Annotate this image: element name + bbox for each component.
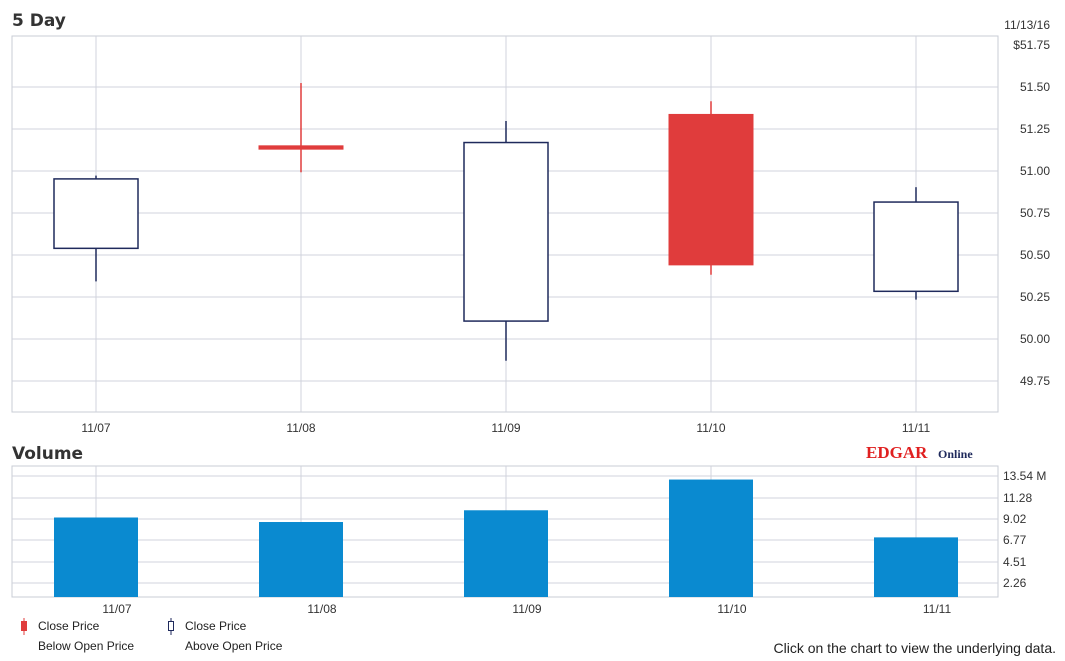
volume-y-tick-label: 11.28 [1003,491,1032,505]
price-chart-title: 5 Day [12,11,66,31]
red-candle-icon [21,618,27,635]
volume-y-tick-label: 13.54 M [1003,469,1046,483]
price-candle[interactable] [53,175,139,282]
price-plot-area[interactable] [11,35,999,413]
volume-y-tick-label: 9.02 [1003,512,1027,526]
price-candle[interactable] [258,83,344,173]
edgar-online-logo: EDGAR Online [866,443,973,462]
volume-chart-title: Volume [12,444,83,464]
price-x-tick-label: 11/11 [902,421,931,435]
volume-x-axis: 11/07 11/08 11/09 11/10 11/11 [102,602,951,616]
price-y-tick-label: 50.25 [1020,290,1050,304]
price-y-tick-label: 50.00 [1020,332,1050,346]
price-y-tick-label: $51.75 [1013,38,1050,52]
price-x-tick-label: 11/10 [696,421,725,435]
hollow-candle-icon [168,618,174,635]
volume-x-tick-label: 11/07 [102,602,131,616]
legend-above-line2: Above Open Price [185,639,283,653]
volume-y-tick-label: 4.51 [1003,555,1027,569]
price-candle[interactable] [873,187,959,300]
price-x-axis: 11/07 11/08 11/09 11/10 11/11 [81,421,930,435]
candle-body[interactable] [53,178,139,250]
price-x-tick-label: 11/09 [491,421,520,435]
candle-body[interactable] [873,201,959,293]
price-y-tick-label: 51.00 [1020,164,1050,178]
volume-bar[interactable] [874,537,958,597]
volume-y-tick-label: 6.77 [1003,533,1027,547]
volume-x-tick-label: 11/09 [512,602,541,616]
volume-bars[interactable] [54,479,958,597]
volume-bar[interactable] [54,517,138,597]
legend-item-below-open: Close Price Below Open Price [21,618,134,653]
price-y-tick-label: 51.25 [1020,122,1050,136]
price-y-tick-label: 50.50 [1020,248,1050,262]
legend-above-line1: Close Price [185,619,247,633]
candle-body[interactable] [668,113,754,266]
legend-below-line1: Close Price [38,619,100,633]
price-candles[interactable] [53,83,959,361]
price-y-tick-label: 51.50 [1020,80,1050,94]
price-candle[interactable] [668,101,754,275]
volume-y-tick-label: 2.26 [1003,576,1027,590]
candle-body[interactable] [258,145,344,150]
price-x-tick-label: 11/07 [81,421,110,435]
candle-body[interactable] [463,141,549,322]
online-logo-text: Online [938,447,973,461]
price-x-tick-label: 11/08 [286,421,315,435]
chart-footer-note[interactable]: Click on the chart to view the underlyin… [774,640,1057,656]
volume-bar[interactable] [464,510,548,597]
volume-bar[interactable] [259,522,343,597]
price-candle[interactable] [463,121,549,361]
volume-bar[interactable] [669,479,753,597]
chart-date-label: 11/13/16 [1004,18,1050,32]
price-y-tick-label: 50.75 [1020,206,1050,220]
legend-item-above-open: Close Price Above Open Price [168,618,283,653]
edgar-logo-text: EDGAR [866,443,928,462]
price-y-axis: $51.75 51.50 51.25 51.00 50.75 50.50 50.25 50.0… [1013,38,1050,388]
legend: Close Price Below Open Price Close Price… [21,618,283,653]
volume-x-tick-label: 11/11 [923,602,952,616]
volume-y-axis: 13.54 M 11.28 9.02 6.77 4.51 2.26 [1003,469,1046,590]
legend-below-line2: Below Open Price [38,639,134,653]
price-y-tick-label: 49.75 [1020,374,1050,388]
volume-x-tick-label: 11/10 [717,602,746,616]
volume-x-tick-label: 11/08 [307,602,336,616]
